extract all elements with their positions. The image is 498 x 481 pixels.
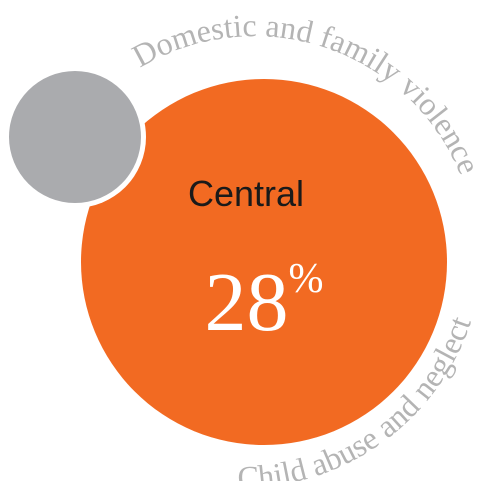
region-label: Central bbox=[188, 173, 304, 214]
value-number: 28 bbox=[205, 256, 289, 349]
secondary-bubble bbox=[9, 71, 141, 203]
main-bubble bbox=[81, 79, 447, 445]
value-label: 28% bbox=[205, 256, 324, 349]
value-unit: % bbox=[289, 256, 324, 302]
